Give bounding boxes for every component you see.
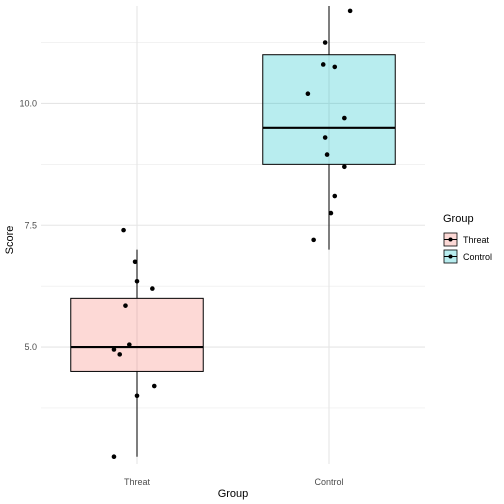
legend: Group Threat Control <box>443 213 492 264</box>
x-axis-title: Group <box>218 488 249 500</box>
data-point <box>111 454 117 459</box>
legend-entry: Control <box>443 249 492 264</box>
data-point <box>328 210 334 216</box>
data-point <box>127 342 132 347</box>
y-tick-label: 7.5 <box>24 220 37 230</box>
point-layer <box>111 8 353 459</box>
y-axis-title: Score <box>4 226 16 255</box>
box-threat <box>70 297 204 372</box>
data-point <box>134 393 140 399</box>
legend-key-point <box>448 254 453 259</box>
legend-entry: Threat <box>443 232 490 247</box>
data-point <box>332 193 338 199</box>
data-point <box>111 347 117 352</box>
y-tick-label: 5.0 <box>24 342 37 352</box>
legend-title: Group <box>443 213 474 225</box>
data-point <box>305 91 311 97</box>
data-point <box>320 62 326 67</box>
data-point <box>324 152 330 157</box>
data-point <box>117 352 123 357</box>
data-point <box>132 259 138 265</box>
data-point <box>322 40 328 45</box>
data-point <box>151 383 157 389</box>
data-point <box>332 64 338 70</box>
x-tick-label: Threat <box>124 477 151 487</box>
data-point <box>121 227 126 233</box>
data-point <box>134 278 140 284</box>
legend-label: Control <box>463 252 492 262</box>
data-point <box>123 303 128 308</box>
data-point <box>150 286 155 291</box>
legend-key-point <box>448 237 453 242</box>
data-point <box>342 164 347 170</box>
data-point <box>342 115 347 121</box>
x-tick-label: Control <box>314 477 343 487</box>
axis-layer: Threat Control 5.0 7.5 10.0 <box>19 98 343 487</box>
box-control <box>262 54 396 165</box>
data-point <box>347 8 353 14</box>
data-point <box>311 237 316 243</box>
legend-label: Threat <box>463 235 490 245</box>
box-layer <box>70 6 396 457</box>
y-tick-label: 10.0 <box>19 98 37 108</box>
data-point <box>322 135 328 140</box>
